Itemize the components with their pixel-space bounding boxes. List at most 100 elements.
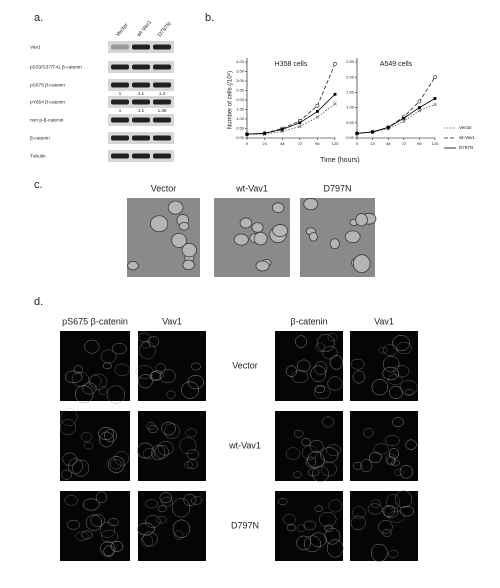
blot-quant: 1: [119, 91, 122, 96]
blot-band: [153, 117, 171, 123]
cell: [255, 260, 270, 272]
cell: [184, 461, 194, 469]
y-tick-label: 2.00: [236, 97, 245, 102]
cell: [141, 534, 154, 547]
cell: [145, 515, 161, 528]
micrograph: [138, 491, 206, 561]
blot-quant: 1.36: [158, 108, 167, 113]
cell: [73, 365, 83, 375]
blot-quant: 1.3: [159, 91, 166, 96]
column-title: Vav1: [162, 316, 182, 326]
blot-band: [132, 44, 150, 50]
cell: [370, 499, 381, 508]
x-tick-label: 72: [402, 141, 407, 146]
blot-row-label: non p-β-catenin: [30, 117, 64, 123]
blot-row-label: pY654 β-catenin: [30, 99, 65, 105]
blot-band: [111, 117, 129, 123]
cell: [85, 514, 103, 531]
blot-band: [153, 44, 171, 50]
cell: [253, 231, 268, 246]
blot-quant: 1.1: [138, 108, 145, 113]
cell: [191, 496, 203, 505]
y-tick-label: 3.00: [236, 78, 245, 83]
y-tick-label: 0.50: [346, 120, 355, 125]
cell: [127, 261, 139, 271]
blot-band: [153, 135, 171, 141]
cell: [75, 531, 89, 541]
cell: [405, 439, 417, 450]
image-title: D797N: [323, 183, 351, 193]
marker: [433, 75, 437, 80]
lane-label: D797N: [157, 21, 173, 38]
marker: [402, 116, 406, 120]
cell: [396, 341, 412, 355]
micrograph: [138, 411, 206, 481]
cell: [233, 233, 249, 246]
cell: [301, 437, 311, 447]
series-line: [247, 103, 336, 135]
cell: [181, 381, 199, 399]
row-label: D797N: [231, 520, 259, 530]
blot-band: [111, 64, 129, 70]
cell: [314, 505, 324, 512]
y-tick-label: 2.00: [346, 74, 355, 79]
y-axis-label: Number of cells (/10⁶): [227, 71, 234, 129]
y-tick-label: 2.50: [236, 88, 245, 93]
cell: [95, 491, 108, 504]
legend-label: D797N: [459, 145, 473, 150]
panel-letter: a.: [34, 12, 43, 24]
marker: [298, 121, 302, 125]
cell: [167, 200, 184, 215]
series-line: [356, 98, 436, 134]
column-title: β-catenin: [290, 316, 327, 326]
micrograph: [60, 411, 130, 481]
cell: [363, 427, 374, 438]
x-tick-label: 0: [246, 141, 249, 146]
cell: [297, 359, 311, 373]
cell: [314, 385, 325, 394]
cell: [294, 429, 304, 438]
cell: [150, 370, 164, 380]
marker: [245, 132, 249, 136]
cell: [161, 421, 176, 436]
marker: [315, 103, 320, 108]
lane-label: wt-Vav1: [135, 19, 153, 39]
legend-label: Vector: [459, 125, 472, 130]
cell: [190, 362, 201, 371]
x-tick-label: 48: [386, 141, 391, 146]
marker: [280, 128, 284, 131]
x-tick-label: 96: [315, 141, 320, 146]
blot-band: [132, 135, 150, 141]
blot-band: [132, 99, 150, 105]
cell: [399, 505, 415, 517]
cell: [385, 494, 401, 510]
y-tick-label: 0.00: [236, 135, 245, 140]
y-tick-label: 3.50: [236, 69, 245, 74]
column-title: Vav1: [374, 316, 394, 326]
marker: [402, 119, 406, 123]
row-label: Vector: [232, 360, 258, 370]
cell: [382, 505, 395, 517]
blot-quant: 1: [119, 108, 122, 113]
x-tick-label: 24: [370, 141, 375, 146]
cell: [384, 435, 400, 446]
cell: [310, 365, 327, 383]
cell: [157, 505, 167, 513]
cell: [312, 465, 330, 483]
blot-band: [132, 117, 150, 123]
cell: [100, 349, 117, 364]
cell: [150, 215, 169, 233]
cell: [388, 448, 399, 460]
cell: [327, 332, 338, 342]
panel-letter: d.: [34, 296, 43, 308]
cell: [103, 545, 115, 558]
blot-band: [111, 99, 129, 105]
blot-band: [153, 82, 171, 88]
cell: [156, 515, 167, 524]
cell: [149, 371, 161, 381]
cell: [373, 443, 389, 455]
cell: [315, 342, 326, 352]
cell: [391, 459, 400, 467]
cell: [114, 450, 130, 466]
cell: [399, 465, 413, 479]
